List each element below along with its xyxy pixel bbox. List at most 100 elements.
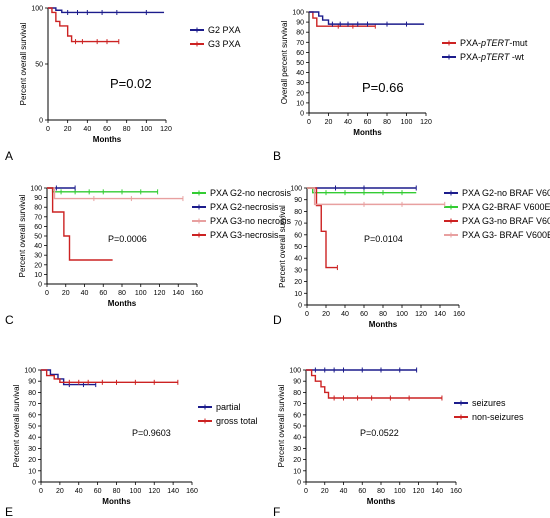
y-tick-label: 20 <box>28 457 36 464</box>
x-tick-label: 80 <box>379 311 387 318</box>
series-line <box>306 369 442 399</box>
panel-c: 0 10 20 30 40 50 60 70 80 90 100 0 20 40 60 80 100 120 140… <box>5 185 292 327</box>
legend-label: PXA G2-no BRAF V600Em <box>462 188 550 198</box>
legend-label: PXA G3- BRAF V600Em <box>462 230 550 240</box>
x-tick-label: 160 <box>186 488 198 495</box>
x-tick-label: 120 <box>415 311 427 318</box>
legend-label: PXA G2-BRAF V600Em <box>462 202 550 212</box>
y-tick-label: 90 <box>34 195 42 202</box>
y-tick-label: 10 <box>28 468 36 475</box>
p-value: P=0.9603 <box>132 428 171 438</box>
x-tick-label: 40 <box>75 488 83 495</box>
x-tick-label: 0 <box>46 126 50 133</box>
y-tick-label: 40 <box>293 435 301 442</box>
y-tick-label: 0 <box>38 282 42 289</box>
x-tick-label: 140 <box>172 290 184 297</box>
x-axis-label: Months <box>353 128 382 137</box>
y-tick-label: 20 <box>34 262 42 269</box>
x-tick-label: 20 <box>64 126 72 133</box>
x-tick-label: 120 <box>154 290 166 297</box>
legend-label: partial <box>216 402 241 412</box>
y-tick-label: 30 <box>296 80 304 87</box>
panel-letter: C <box>5 313 14 327</box>
y-axis-label: Percent overall survival <box>278 205 287 288</box>
x-tick-label: 0 <box>307 119 311 126</box>
x-tick-label: 0 <box>45 290 49 297</box>
x-tick-label: 60 <box>103 126 111 133</box>
y-tick-label: 10 <box>293 468 301 475</box>
y-tick-label: 0 <box>300 111 304 118</box>
y-axis-label: Overall percent survival <box>280 20 289 104</box>
x-tick-label: 40 <box>341 311 349 318</box>
x-tick-label: 100 <box>130 488 142 495</box>
y-tick-label: 100 <box>290 186 302 193</box>
x-tick-label: 0 <box>304 488 308 495</box>
x-tick-label: 40 <box>344 119 352 126</box>
y-tick-label: 70 <box>296 40 304 47</box>
y-tick-label: 80 <box>34 205 42 212</box>
y-tick-label: 70 <box>28 401 36 408</box>
y-tick-label: 40 <box>294 256 302 263</box>
series-line <box>307 187 338 269</box>
x-axis-label: Months <box>102 497 131 506</box>
y-tick-label: 0 <box>297 480 301 487</box>
legend-label: gross total <box>216 416 258 426</box>
y-tick-label: 50 <box>296 60 304 67</box>
p-value: P=0.66 <box>362 80 404 95</box>
legend-label: PXA-pTERT-mut <box>460 38 528 48</box>
y-tick-label: 40 <box>296 70 304 77</box>
y-tick-label: 60 <box>28 412 36 419</box>
panel-d: 0 10 20 30 40 50 60 70 80 90 100 0 20 40 60 80 100 120 140… <box>273 185 550 329</box>
series-line <box>307 187 417 194</box>
y-tick-label: 70 <box>34 214 42 221</box>
y-tick-label: 60 <box>296 50 304 57</box>
p-value: P=0.02 <box>110 76 152 91</box>
x-tick-label: 120 <box>420 119 432 126</box>
y-tick-label: 0 <box>32 480 36 487</box>
p-value: P=0.0522 <box>360 428 399 438</box>
x-tick-label: 80 <box>377 488 385 495</box>
y-axis-label: Percent overall survival <box>12 384 21 467</box>
x-axis-label: Months <box>369 320 398 329</box>
x-tick-label: 100 <box>394 488 406 495</box>
y-tick-label: 70 <box>294 221 302 228</box>
p-value: P=0.0006 <box>108 234 147 244</box>
y-tick-label: 100 <box>24 368 36 375</box>
legend-label: PXA G2-no necrosis <box>210 188 292 198</box>
y-tick-label: 60 <box>293 412 301 419</box>
y-tick-label: 10 <box>294 291 302 298</box>
y-tick-label: 90 <box>28 379 36 386</box>
y-tick-label: 50 <box>293 424 301 431</box>
y-tick-label: 80 <box>294 209 302 216</box>
x-tick-label: 80 <box>123 126 131 133</box>
x-tick-label: 160 <box>453 311 465 318</box>
y-tick-label: 0 <box>39 118 43 125</box>
series-line <box>41 369 96 386</box>
y-tick-label: 50 <box>34 234 42 241</box>
legend-label: non-seizures <box>472 412 524 422</box>
x-tick-label: 100 <box>401 119 413 126</box>
y-tick-label: 0 <box>298 303 302 310</box>
panel-letter: B <box>273 149 281 163</box>
x-tick-label: 60 <box>358 488 366 495</box>
y-tick-label: 30 <box>293 446 301 453</box>
y-tick-label: 40 <box>34 243 42 250</box>
x-tick-label: 60 <box>94 488 102 495</box>
legend-label: G2 PXA <box>208 25 241 35</box>
x-tick-label: 140 <box>431 488 443 495</box>
y-tick-label: 40 <box>28 435 36 442</box>
y-tick-label: 90 <box>296 20 304 27</box>
y-tick-label: 30 <box>34 253 42 260</box>
x-tick-label: 20 <box>62 290 70 297</box>
x-tick-label: 80 <box>383 119 391 126</box>
x-tick-label: 20 <box>321 488 329 495</box>
x-tick-label: 80 <box>113 488 121 495</box>
x-axis-label: Months <box>367 497 396 506</box>
panel-f: 0 10 20 30 40 50 60 70 80 90 100 0 20 40 60 80 100 120 140… <box>273 367 524 518</box>
series-line <box>47 187 113 261</box>
x-tick-label: 160 <box>450 488 462 495</box>
y-tick-label: 60 <box>294 232 302 239</box>
y-axis-label: Percent overall survival <box>18 194 27 277</box>
y-tick-label: 10 <box>34 272 42 279</box>
legend-label: PXA G3-necrosis <box>210 230 279 240</box>
